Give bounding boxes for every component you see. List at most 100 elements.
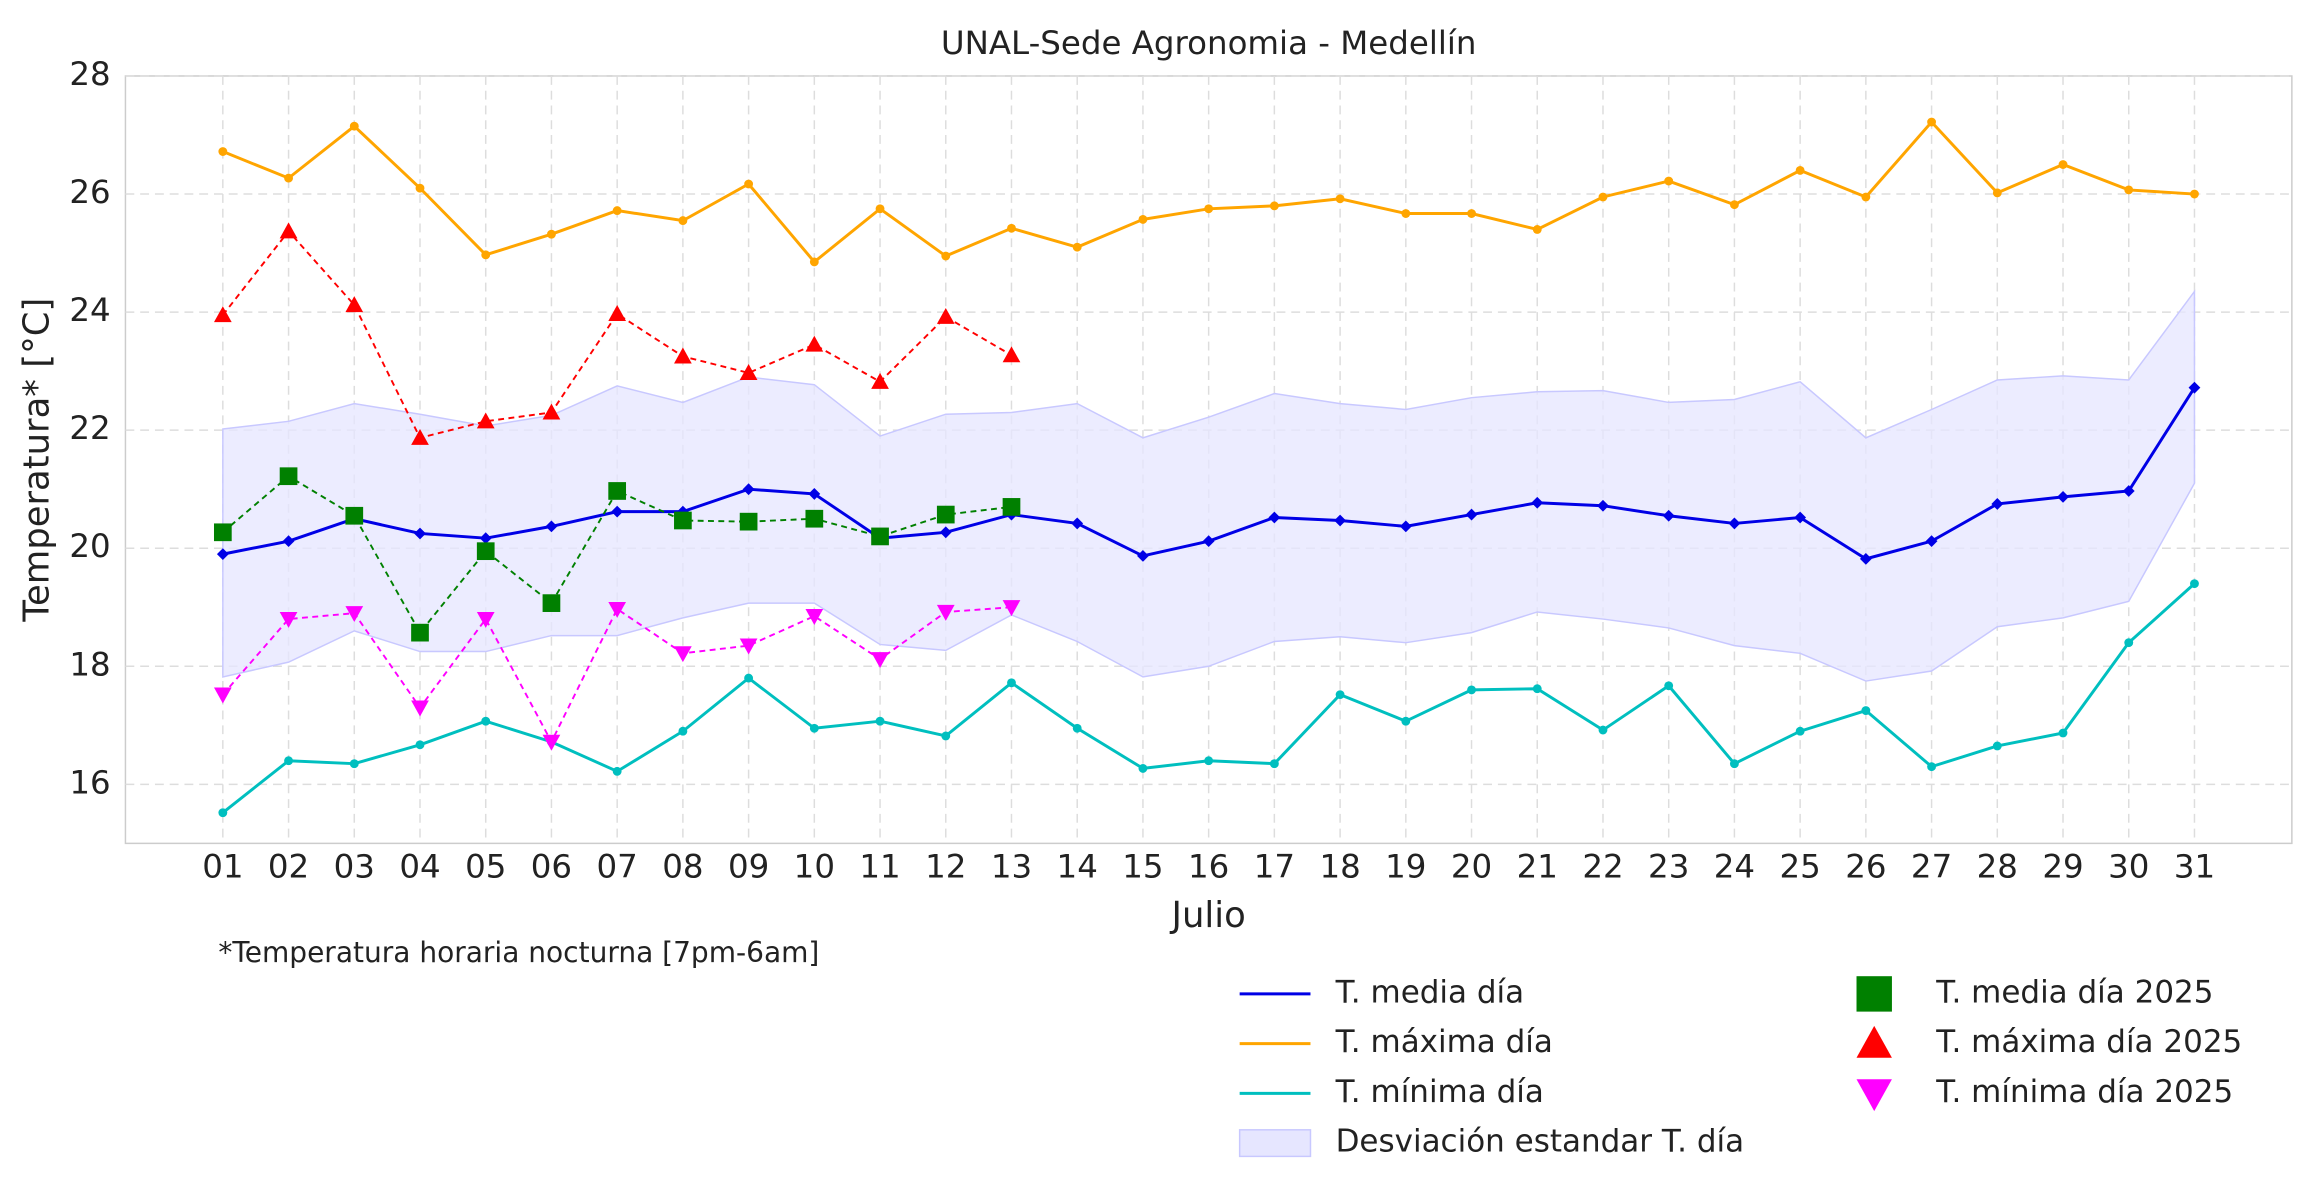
y-tick-label: 24 [69, 291, 110, 329]
marker [1269, 201, 1279, 211]
x-tick-label: 23 [1648, 847, 1689, 885]
marker [1927, 762, 1937, 772]
marker [1991, 498, 2004, 510]
marker [411, 623, 429, 642]
marker [411, 700, 429, 717]
marker [809, 723, 819, 733]
marker [213, 523, 232, 542]
marker [476, 412, 495, 429]
marker [674, 646, 692, 663]
marker [608, 482, 627, 500]
marker [936, 307, 955, 324]
x-tick-label: 25 [1779, 847, 1820, 885]
x-tick-label: 08 [662, 847, 703, 885]
marker [744, 673, 754, 683]
marker [936, 505, 955, 524]
legend-label: T. media día [1335, 974, 1525, 1010]
marker [345, 606, 364, 623]
legend-swatch [1238, 1129, 1312, 1158]
marker [941, 251, 951, 261]
marker [345, 296, 364, 313]
marker [1269, 759, 1279, 769]
marker [2124, 638, 2134, 648]
std-band [222, 289, 2196, 682]
y-tick-label: 22 [69, 409, 110, 447]
marker [1664, 176, 1674, 186]
x-tick-label: 22 [1582, 847, 1623, 885]
marker [1597, 499, 1609, 512]
marker [1861, 706, 1871, 715]
x-tick-label: 29 [2042, 847, 2083, 885]
y-axis-label: Temperatura* [°C] [16, 298, 57, 623]
marker [1992, 741, 2002, 751]
marker [476, 542, 495, 561]
marker [1007, 223, 1016, 233]
marker [414, 527, 426, 540]
x-tick-label: 28 [1977, 847, 2018, 885]
marker [213, 687, 232, 704]
x-tick-label: 13 [991, 847, 1032, 885]
marker [1399, 520, 1412, 533]
x-tick-label: 11 [859, 847, 900, 885]
marker [936, 604, 955, 621]
marker [1729, 200, 1739, 210]
y-tick-label: 18 [69, 645, 110, 683]
marker [742, 483, 755, 496]
marker [875, 716, 885, 726]
marker [2190, 189, 2199, 199]
marker [805, 509, 824, 528]
legend-marker [1856, 1079, 1892, 1112]
x-tick-label: 04 [399, 847, 440, 885]
x-tick-label: 18 [1319, 847, 1360, 885]
marker [1138, 763, 1148, 773]
x-tick-label: 27 [1911, 847, 1952, 885]
marker [1268, 511, 1281, 524]
marker [345, 506, 364, 525]
marker [545, 520, 558, 533]
legend-label: T. mínima día [1335, 1074, 1544, 1110]
marker [1859, 552, 1872, 565]
marker [1138, 214, 1148, 224]
x-tick-label: 06 [531, 847, 572, 885]
legend-label: T. media día 2025 [1935, 974, 2213, 1010]
marker [1401, 716, 1411, 726]
legend-marker [1856, 1025, 1892, 1058]
marker [415, 740, 425, 750]
marker [279, 222, 298, 239]
marker [1334, 514, 1346, 527]
marker [871, 652, 889, 669]
marker [1532, 225, 1542, 234]
x-tick-label: 21 [1517, 847, 1558, 885]
legend-label: T. máxima día 2025 [1935, 1024, 2242, 1060]
x-tick-label: 16 [1188, 847, 1229, 885]
marker [218, 808, 228, 818]
marker [678, 216, 688, 226]
marker [1204, 756, 1214, 766]
marker [542, 403, 561, 420]
marker [808, 488, 821, 500]
y-tick-label: 28 [69, 55, 110, 93]
legend-label: Desviación estandar T. día [1336, 1124, 1745, 1160]
marker [1532, 684, 1542, 694]
marker [1664, 681, 1674, 691]
x-tick-label: 24 [1714, 847, 1755, 885]
marker [674, 511, 692, 530]
x-tick-label: 19 [1385, 847, 1426, 885]
marker [805, 335, 824, 352]
x-tick-label: 12 [925, 847, 966, 885]
marker [542, 734, 561, 751]
y-tick-label: 16 [69, 763, 110, 801]
marker [218, 147, 228, 156]
x-tick-label: 05 [465, 847, 506, 885]
marker [216, 548, 229, 561]
marker [1795, 726, 1805, 736]
marker [1002, 346, 1021, 363]
marker [1002, 600, 1021, 617]
marker [678, 726, 688, 736]
marker [1925, 535, 1938, 548]
marker [805, 609, 824, 625]
legend-label: T. mínima día 2025 [1935, 1074, 2233, 1110]
marker [809, 257, 819, 267]
marker [1007, 678, 1016, 688]
